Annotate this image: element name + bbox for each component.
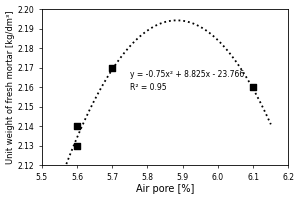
X-axis label: Air pore [%]: Air pore [%] (136, 184, 194, 194)
Point (75, 124, 80, 128)
Point (75, 144, 80, 147)
Point (110, 66, 115, 69)
Text: y = -0.75x² + 8.825x - 23.766
R² = 0.95: y = -0.75x² + 8.825x - 23.766 R² = 0.95 (130, 70, 244, 92)
Point (251, 85, 256, 89)
Y-axis label: Unit weight of fresh mortar [kg/dm³]: Unit weight of fresh mortar [kg/dm³] (6, 10, 15, 164)
